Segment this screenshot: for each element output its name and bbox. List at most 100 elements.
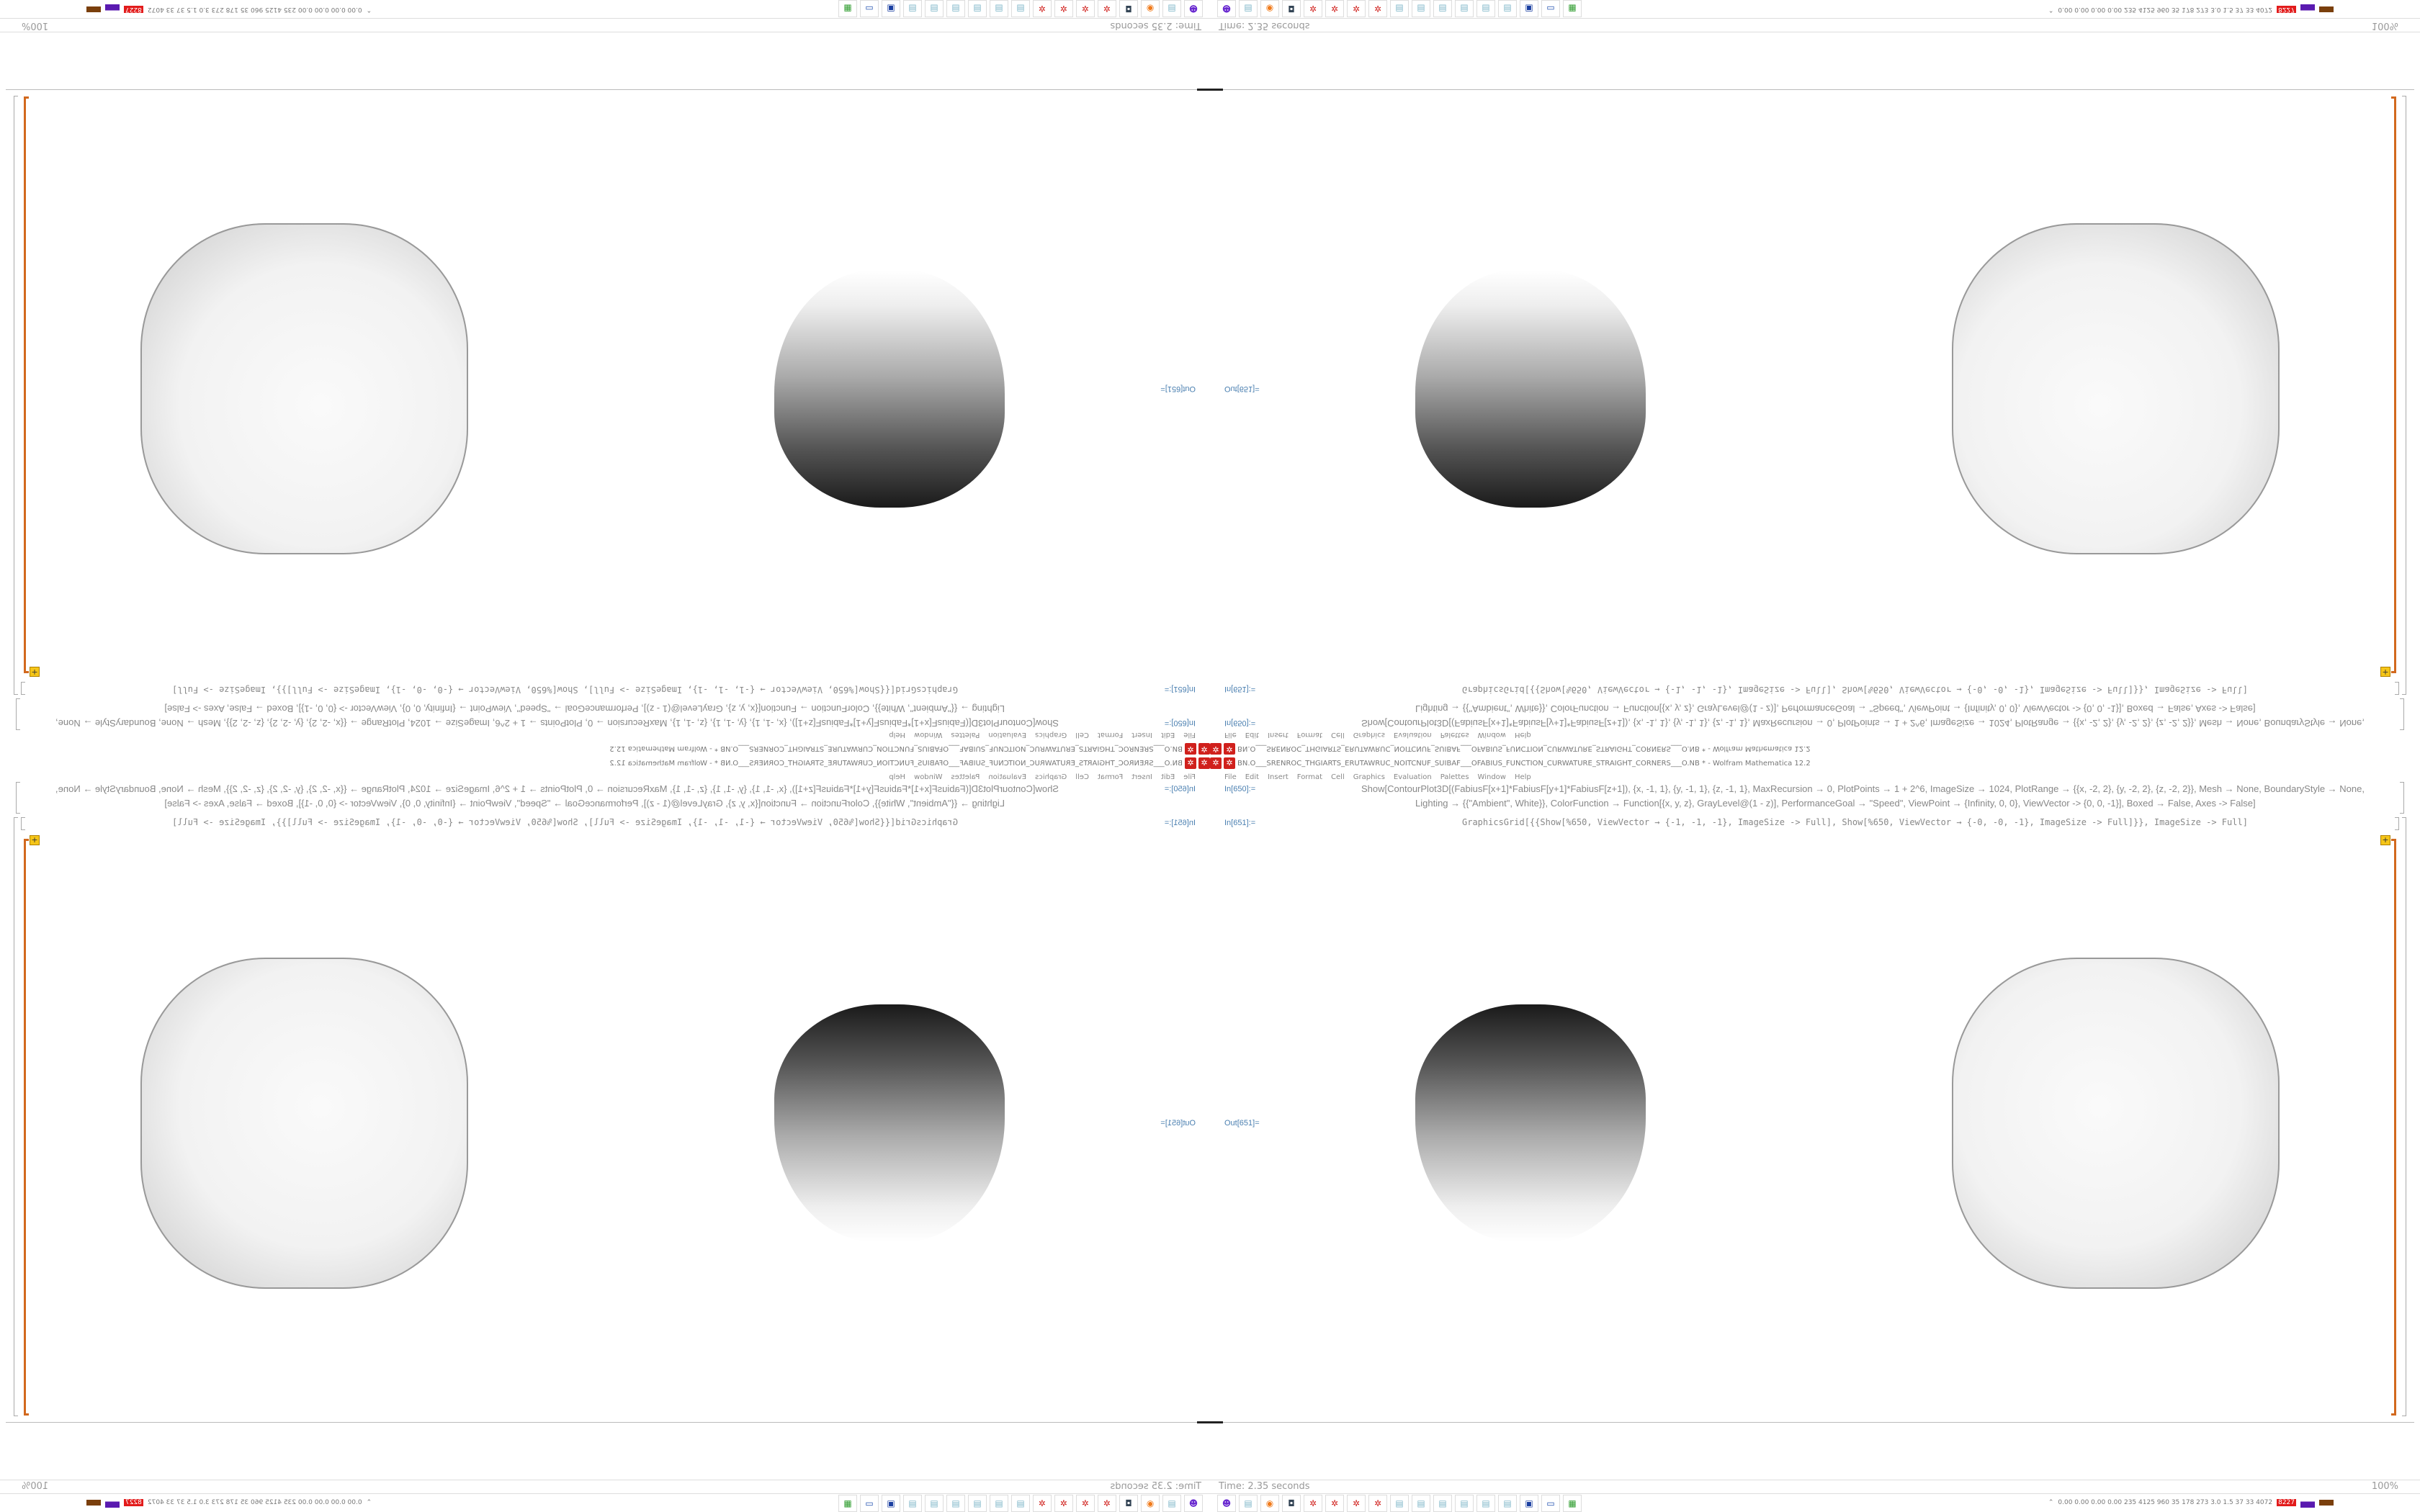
floppy-icon[interactable]: ▣: [1520, 1495, 1538, 1512]
menu-window[interactable]: Window: [1477, 773, 1506, 781]
add-cell-icon[interactable]: +: [2380, 835, 2390, 845]
green-terminal-icon[interactable]: ▦: [838, 1495, 857, 1512]
input-code-line[interactable]: Show[ContourPlot3D[(FabiusF[x+1]*FabiusF…: [1361, 718, 2365, 729]
add-cell-icon[interactable]: +: [30, 835, 40, 845]
notepad-icon[interactable]: ▤: [1455, 0, 1474, 17]
menu-help[interactable]: Help: [889, 773, 906, 781]
zoom-level[interactable]: 100%: [22, 1481, 49, 1492]
input-code-line[interactable]: Show[ContourPlot3D[(FabiusF[x+1]*FabiusF…: [1361, 783, 2365, 794]
cell-group-bracket[interactable]: [2402, 817, 2406, 1416]
menu-graphics[interactable]: Graphics: [1353, 731, 1385, 739]
firefox-icon[interactable]: ◉: [1141, 0, 1160, 17]
notepad-icon[interactable]: ▤: [946, 1495, 965, 1512]
mathematica-icon[interactable]: ✲: [1054, 1495, 1073, 1512]
menu-file[interactable]: File: [1183, 731, 1196, 739]
menu-edit[interactable]: Edit: [1245, 773, 1260, 781]
notepad-icon[interactable]: ▤: [1498, 0, 1517, 17]
zoom-level[interactable]: 100%: [2371, 20, 2398, 31]
menu-graphics[interactable]: Graphics: [1353, 773, 1385, 781]
mathematica-icon[interactable]: ✲: [1368, 1495, 1387, 1512]
notepad-icon[interactable]: ▤: [1412, 0, 1430, 17]
cell-group-bracket[interactable]: [14, 96, 18, 695]
mathematica-icon[interactable]: ✲: [1098, 1495, 1116, 1512]
menu-format[interactable]: Format: [1097, 731, 1124, 739]
input-code-line[interactable]: GraphicsGrid[{{Show[%650, ViewVector → {…: [172, 685, 958, 695]
menu-insert[interactable]: Insert: [1131, 731, 1152, 739]
notepad-icon[interactable]: ▤: [990, 1495, 1008, 1512]
computer-icon[interactable]: ▭: [1541, 1495, 1560, 1512]
notepad-icon[interactable]: ▤: [925, 0, 944, 17]
computer-icon[interactable]: ▭: [860, 1495, 879, 1512]
menu-insert[interactable]: Insert: [1268, 773, 1289, 781]
notepad-icon[interactable]: ▤: [1162, 1495, 1181, 1512]
mathematica-icon[interactable]: ✲: [1368, 0, 1387, 17]
input-code-line[interactable]: GraphicsGrid[{{Show[%650, ViewVector → {…: [1462, 817, 2248, 827]
window-title-bar[interactable]: ✲ ✲ BN.O___SRENROC_THGIARTS_ERUTAWRUC_NO…: [609, 757, 1210, 769]
menu-help[interactable]: Help: [1514, 773, 1531, 781]
discord-icon[interactable]: ☻: [1217, 0, 1236, 17]
menu-file[interactable]: File: [1224, 731, 1237, 739]
menu-window[interactable]: Window: [914, 731, 943, 739]
menu-format[interactable]: Format: [1097, 773, 1124, 781]
menu-help[interactable]: Help: [1514, 731, 1531, 739]
window-title-bar[interactable]: ✲ ✲ BN.O___SRENROC_THGIARTS_ERUTAWRUC_NO…: [1210, 743, 1811, 755]
selected-cell-bracket[interactable]: [2391, 96, 2396, 673]
webcam-icon[interactable]: ◘: [1282, 1495, 1301, 1512]
notepad-icon[interactable]: ▤: [1476, 1495, 1495, 1512]
notepad-icon[interactable]: ▤: [990, 0, 1008, 17]
input-code-line[interactable]: Show[ContourPlot3D[(FabiusF[x+1]*FabiusF…: [55, 718, 1059, 729]
green-terminal-icon[interactable]: ▦: [1563, 0, 1582, 17]
green-terminal-icon[interactable]: ▦: [838, 0, 857, 17]
mathematica-icon[interactable]: ✲: [1054, 0, 1073, 17]
notepad-icon[interactable]: ▤: [903, 1495, 922, 1512]
menu-graphics[interactable]: Graphics: [1035, 731, 1067, 739]
menu-format[interactable]: Format: [1296, 731, 1323, 739]
floppy-icon[interactable]: ▣: [882, 0, 900, 17]
menu-palettes[interactable]: Palettes: [1440, 773, 1469, 781]
zoom-level[interactable]: 100%: [2371, 1481, 2398, 1492]
input-code-line[interactable]: GraphicsGrid[{{Show[%650, ViewVector → {…: [172, 817, 958, 827]
firefox-icon[interactable]: ◉: [1260, 1495, 1279, 1512]
tray-expand-icon[interactable]: ⌃: [366, 6, 372, 13]
webcam-icon[interactable]: ◘: [1119, 0, 1138, 17]
notepad-icon[interactable]: ▤: [1455, 1495, 1474, 1512]
menu-window[interactable]: Window: [914, 773, 943, 781]
mathematica-icon[interactable]: ✲: [1076, 1495, 1095, 1512]
notepad-icon[interactable]: ▤: [1390, 1495, 1409, 1512]
mathematica-icon[interactable]: ✲: [1347, 1495, 1366, 1512]
menu-palettes[interactable]: Palettes: [1440, 731, 1469, 739]
notepad-icon[interactable]: ▤: [903, 0, 922, 17]
selected-cell-bracket[interactable]: [24, 839, 29, 1416]
cell-group-bracket[interactable]: [2402, 96, 2406, 695]
notepad-icon[interactable]: ▤: [925, 1495, 944, 1512]
notepad-icon[interactable]: ▤: [1498, 1495, 1517, 1512]
menu-insert[interactable]: Insert: [1131, 773, 1152, 781]
firefox-icon[interactable]: ◉: [1260, 0, 1279, 17]
tray-expand-icon[interactable]: ⌃: [2048, 6, 2054, 13]
tray-expand-icon[interactable]: ⌃: [2048, 1499, 2054, 1506]
menu-graphics[interactable]: Graphics: [1035, 773, 1067, 781]
notepad-icon[interactable]: ▤: [1433, 0, 1452, 17]
input-code-line[interactable]: Lighting → {{"Ambient", White}}, ColorFu…: [1415, 703, 2256, 714]
menu-palettes[interactable]: Palettes: [951, 773, 980, 781]
webcam-icon[interactable]: ◘: [1282, 0, 1301, 17]
input-code-line[interactable]: GraphicsGrid[{{Show[%650, ViewVector → {…: [1462, 685, 2248, 695]
menu-insert[interactable]: Insert: [1268, 731, 1289, 739]
notepad-icon[interactable]: ▤: [1239, 1495, 1258, 1512]
notepad-icon[interactable]: ▤: [1412, 1495, 1430, 1512]
computer-icon[interactable]: ▭: [860, 0, 879, 17]
menu-cell[interactable]: Cell: [1075, 731, 1089, 739]
menu-evaluation[interactable]: Evaluation: [1393, 773, 1432, 781]
add-cell-icon[interactable]: +: [2380, 667, 2390, 677]
cell-bracket[interactable]: [16, 782, 20, 814]
input-code-line[interactable]: Show[ContourPlot3D[(FabiusF[x+1]*FabiusF…: [55, 783, 1059, 794]
cell-group-bracket[interactable]: [14, 817, 18, 1416]
mathematica-icon[interactable]: ✲: [1304, 0, 1322, 17]
cell-bracket[interactable]: [21, 817, 25, 830]
floppy-icon[interactable]: ▣: [1520, 0, 1538, 17]
cell-bracket[interactable]: [2395, 817, 2399, 830]
menu-evaluation[interactable]: Evaluation: [1393, 731, 1432, 739]
cell-bracket[interactable]: [16, 698, 20, 730]
cell-bracket[interactable]: [2400, 782, 2404, 814]
cell-bracket[interactable]: [21, 682, 25, 695]
